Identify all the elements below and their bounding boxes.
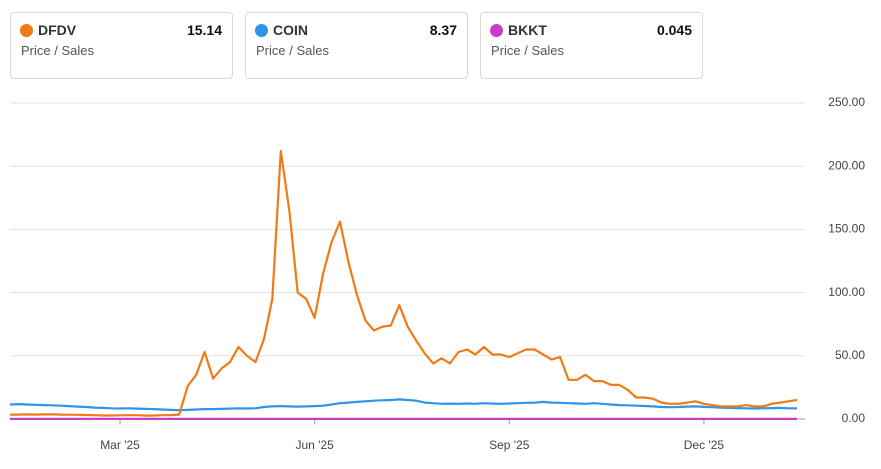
legend-value: 15.14 xyxy=(186,22,222,38)
y-tick-label: 100.00 xyxy=(828,285,865,299)
x-tick-label: Jun '25 xyxy=(295,438,334,452)
y-tick-label: 50.00 xyxy=(835,348,865,362)
legend-value: 8.37 xyxy=(429,22,457,38)
x-tick-label: Sep '25 xyxy=(489,438,530,452)
legend-name: BKKT xyxy=(508,22,547,38)
legend-swatch xyxy=(20,24,33,37)
legend-card: DFDV 15.14 Price / Sales xyxy=(10,12,233,79)
legend-card: COIN 8.37 Price / Sales xyxy=(245,12,468,79)
legend-metric: Price / Sales xyxy=(256,43,329,58)
x-tick-label: Dec '25 xyxy=(684,438,725,452)
legend-metric: Price / Sales xyxy=(21,43,94,58)
legend-name: DFDV xyxy=(38,22,77,38)
y-tick-label: 0.00 xyxy=(842,411,866,425)
legend-card: BKKT 0.045 Price / Sales xyxy=(480,12,703,79)
series-line xyxy=(9,398,798,412)
legend-name: COIN xyxy=(273,22,308,38)
legend-swatch xyxy=(255,24,268,37)
legend-value: 0.045 xyxy=(656,22,692,38)
legend-swatch xyxy=(490,24,503,37)
series-line xyxy=(10,149,798,417)
y-tick-label: 150.00 xyxy=(828,222,865,236)
legend-metric: Price / Sales xyxy=(491,43,564,58)
y-tick-label: 200.00 xyxy=(828,158,865,172)
x-tick-label: Mar '25 xyxy=(100,438,140,452)
y-tick-label: 250.00 xyxy=(828,95,865,109)
